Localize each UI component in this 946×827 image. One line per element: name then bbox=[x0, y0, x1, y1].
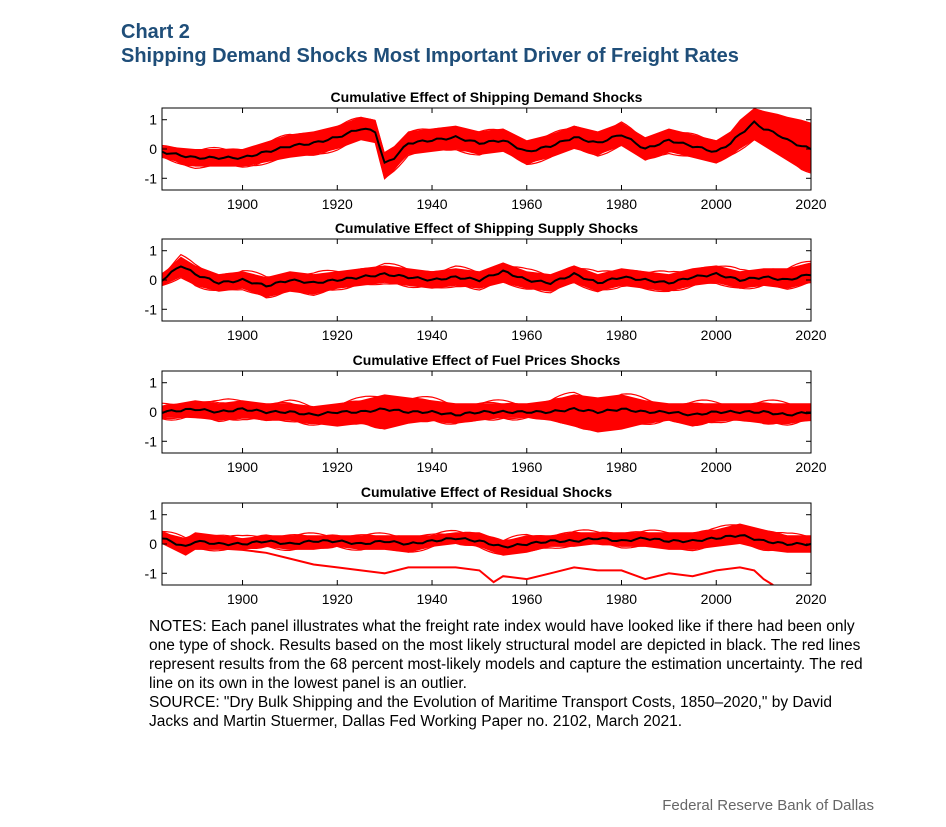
chart-headline: Shipping Demand Shocks Most Important Dr… bbox=[121, 45, 739, 67]
x-tick-label: 1900 bbox=[227, 196, 258, 212]
plot-area bbox=[162, 523, 811, 585]
y-tick-label: -1 bbox=[145, 170, 158, 186]
x-tick-label: 2020 bbox=[795, 459, 826, 475]
model-draw-line bbox=[162, 412, 811, 431]
x-tick-label: 2000 bbox=[701, 327, 732, 343]
x-tick-label: 2000 bbox=[701, 459, 732, 475]
model-draw-line bbox=[162, 263, 811, 283]
x-tick-label: 1920 bbox=[322, 196, 353, 212]
model-draw-line bbox=[162, 128, 811, 174]
model-draw-line bbox=[162, 391, 811, 410]
x-tick-label: 1960 bbox=[511, 327, 542, 343]
plot-area bbox=[162, 391, 811, 433]
model-draw-line bbox=[162, 261, 811, 285]
model-draw-line bbox=[162, 136, 811, 179]
x-tick-label: 1980 bbox=[606, 591, 637, 607]
panel-title: Cumulative Effect of Fuel Prices Shocks bbox=[353, 352, 621, 368]
y-tick-label: 1 bbox=[149, 112, 157, 128]
panel-title: Cumulative Effect of Residual Shocks bbox=[361, 484, 612, 500]
x-tick-label: 1980 bbox=[606, 327, 637, 343]
outlier-line bbox=[162, 540, 774, 585]
chart-number: Chart 2 bbox=[121, 21, 190, 43]
panel-2: Cumulative Effect of Shipping Supply Sho… bbox=[145, 220, 827, 343]
y-tick-label: 1 bbox=[149, 375, 157, 391]
x-tick-label: 2000 bbox=[701, 196, 732, 212]
panel-1: Cumulative Effect of Shipping Demand Sho… bbox=[145, 89, 827, 212]
y-tick-label: 1 bbox=[149, 507, 157, 523]
model-draw-line bbox=[162, 270, 811, 294]
y-tick-label: -1 bbox=[145, 565, 158, 581]
x-tick-label: 1940 bbox=[416, 459, 447, 475]
panel-title: Cumulative Effect of Shipping Demand Sho… bbox=[331, 89, 643, 105]
y-tick-label: 0 bbox=[149, 404, 157, 420]
x-tick-label: 2020 bbox=[795, 327, 826, 343]
model-draw-line bbox=[162, 539, 811, 556]
chart-title: Chart 2 Shipping Demand Shocks Most Impo… bbox=[121, 20, 739, 68]
x-tick-label: 1980 bbox=[606, 459, 637, 475]
panel-title: Cumulative Effect of Shipping Supply Sho… bbox=[335, 220, 639, 236]
median-line bbox=[162, 406, 811, 417]
median-line bbox=[162, 534, 811, 549]
y-tick-label: 0 bbox=[149, 141, 157, 157]
x-tick-label: 1940 bbox=[416, 591, 447, 607]
y-tick-label: 0 bbox=[149, 272, 157, 288]
y-tick-label: 0 bbox=[149, 536, 157, 552]
y-tick-label: -1 bbox=[145, 301, 158, 317]
model-draw-line bbox=[162, 253, 811, 280]
model-draw-line bbox=[162, 112, 811, 156]
notes-block: NOTES: Each panel illustrates what the f… bbox=[149, 617, 869, 731]
model-draw-line bbox=[162, 398, 811, 414]
model-draw-line bbox=[162, 269, 811, 296]
panel-4: Cumulative Effect of Residual Shocks -1 0 1… bbox=[145, 484, 827, 607]
notes-text: NOTES: Each panel illustrates what the f… bbox=[149, 618, 863, 692]
x-tick-label: 1940 bbox=[416, 196, 447, 212]
y-tick-label: 1 bbox=[149, 243, 157, 259]
x-tick-label: 1900 bbox=[227, 459, 258, 475]
plot-area bbox=[162, 108, 811, 180]
x-tick-label: 1960 bbox=[511, 591, 542, 607]
model-draw-line bbox=[162, 271, 811, 294]
x-tick-label: 1900 bbox=[227, 327, 258, 343]
model-draw-line bbox=[162, 108, 811, 160]
model-draw-line bbox=[162, 411, 811, 426]
x-tick-label: 1920 bbox=[322, 459, 353, 475]
x-tick-label: 1920 bbox=[322, 327, 353, 343]
x-tick-label: 1940 bbox=[416, 327, 447, 343]
y-tick-label: -1 bbox=[145, 433, 158, 449]
median-line bbox=[162, 265, 811, 288]
x-tick-label: 1900 bbox=[227, 591, 258, 607]
model-draw-line bbox=[162, 271, 811, 299]
plot-area bbox=[162, 253, 811, 299]
model-draw-line bbox=[162, 524, 811, 542]
uncertainty-band bbox=[162, 523, 811, 556]
median-line bbox=[162, 120, 811, 164]
x-tick-label: 1920 bbox=[322, 591, 353, 607]
x-tick-label: 2020 bbox=[795, 196, 826, 212]
chart-panels: Cumulative Effect of Shipping Demand Sho… bbox=[145, 89, 827, 607]
footer-credit: Federal Reserve Bank of Dallas bbox=[662, 797, 874, 814]
model-draw-line bbox=[162, 395, 811, 412]
x-tick-label: 1980 bbox=[606, 196, 637, 212]
x-tick-label: 2020 bbox=[795, 591, 826, 607]
panel-3: Cumulative Effect of Fuel Prices Shocks -… bbox=[145, 352, 827, 475]
source-text: SOURCE: "Dry Bulk Shipping and the Evolu… bbox=[149, 694, 832, 730]
model-draw-line bbox=[162, 414, 811, 430]
x-tick-label: 1960 bbox=[511, 459, 542, 475]
x-tick-label: 2000 bbox=[701, 591, 732, 607]
x-tick-label: 1960 bbox=[511, 196, 542, 212]
